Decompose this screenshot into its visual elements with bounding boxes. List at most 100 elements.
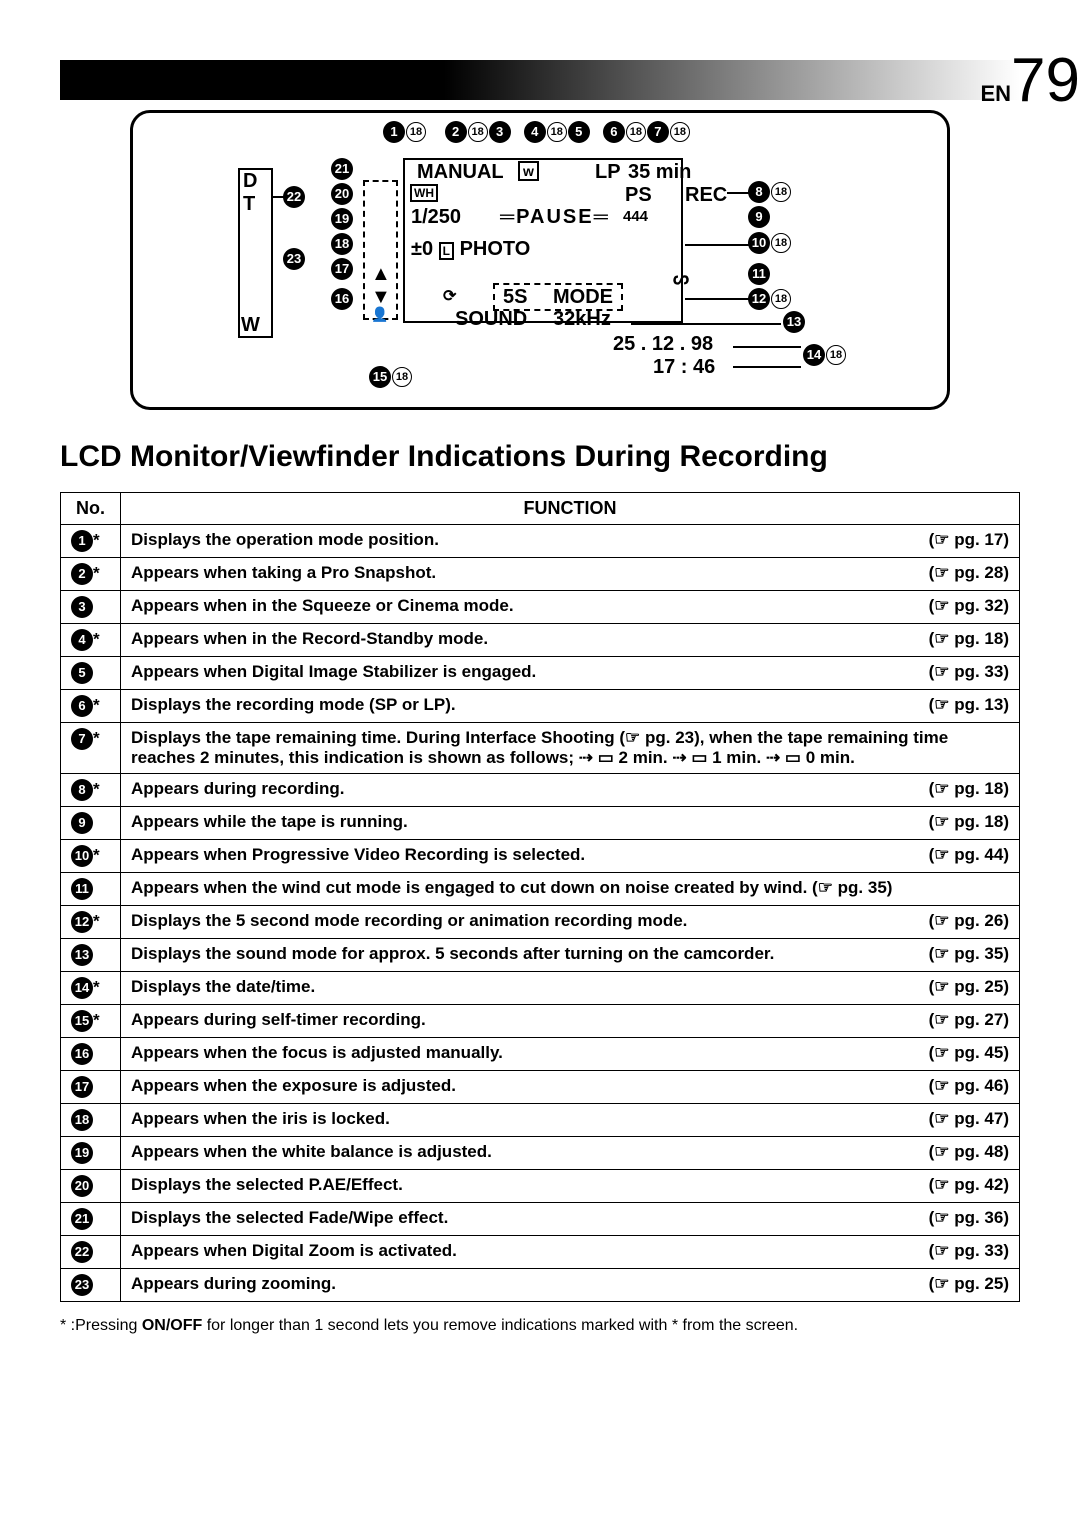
lcd-t-label: T	[243, 193, 255, 216]
row-no: 16	[61, 1038, 121, 1071]
row-no: 4*	[61, 624, 121, 657]
footnote-bold: ON/OFF	[142, 1317, 202, 1334]
row-function: Appears when the focus is adjusted manua…	[121, 1038, 1020, 1071]
row-function: Displays the date/time.(☞ pg. 25)	[121, 972, 1020, 1005]
row-desc: Appears when the iris is locked.	[131, 1109, 390, 1128]
callout-3: 3	[489, 121, 511, 143]
row-function: Appears when the iris is locked. (☞ pg. 4…	[121, 1104, 1020, 1137]
row-desc: Appears when Progressive Video Recording…	[131, 845, 585, 864]
page-ref: (☞ pg. 45)	[929, 1043, 1009, 1063]
row-no: 23	[61, 1269, 121, 1302]
lcd-clock-label: 17 : 46	[653, 356, 715, 379]
row-function: Displays the 5 second mode recording or …	[121, 906, 1020, 939]
page-ref: (☞ pg. 35)	[807, 878, 892, 897]
row-num-icon: 21	[71, 1208, 93, 1230]
lcd-ps-label: PS	[625, 184, 652, 207]
row-function: Appears when Progressive Video Recording…	[121, 840, 1020, 873]
page-number: EN79	[980, 45, 1080, 116]
lcd-lp-label: LP	[595, 161, 621, 184]
section-title: LCD Monitor/Viewfinder Indications Durin…	[60, 440, 1020, 474]
table-row: 5Appears when Digital Image Stabilizer i…	[61, 657, 1020, 690]
row-desc: Displays the date/time.	[131, 977, 315, 996]
th-function: FUNCTION	[121, 493, 1020, 525]
row-function: Appears during zooming.(☞ pg. 25)	[121, 1269, 1020, 1302]
row-function: Appears when the white balance is adjust…	[121, 1137, 1020, 1170]
callout-17: 17	[331, 258, 353, 280]
star-icon: *	[93, 629, 100, 648]
lcd-exp-label: ±0 L PHOTO	[411, 238, 530, 261]
row-desc: Appears while the tape is running.	[131, 812, 408, 831]
lcd-diagram-frame: 118 2183 4185 618718 22 23 818 9 1018 11…	[130, 110, 950, 410]
lcd-444: 444	[623, 208, 648, 225]
row-num-icon: 18	[71, 1109, 93, 1131]
row-desc: Appears when in the Squeeze or Cinema mo…	[131, 596, 514, 615]
row-num-icon: 22	[71, 1241, 93, 1263]
row-desc: Appears when the wind cut mode is engage…	[131, 878, 807, 897]
wind-icon: ᔕ	[673, 268, 689, 289]
page-ref: (☞ pg. 28)	[929, 563, 1009, 583]
row-desc: Displays the sound mode for approx. 5 se…	[131, 944, 774, 963]
row-desc: Appears when taking a Pro Snapshot.	[131, 563, 436, 582]
line	[733, 366, 801, 368]
row-desc: Appears during self-timer recording.	[131, 1010, 426, 1029]
lcd-pause-label: ═PAUSE═	[500, 206, 610, 229]
table-row: 7*Displays the tape remaining time. Duri…	[61, 723, 1020, 774]
row-num-icon: 3	[71, 596, 93, 618]
row-no: 22	[61, 1236, 121, 1269]
row-no: 8*	[61, 774, 121, 807]
table-row: 12*Displays the 5 second mode recording …	[61, 906, 1020, 939]
th-no: No.	[61, 493, 121, 525]
table-row: 19 Appears when the white balance is adju…	[61, 1137, 1020, 1170]
row-desc: Appears when Digital Image Stabilizer is…	[131, 662, 536, 681]
row-num-icon: 14	[71, 977, 93, 999]
callout-23: 23	[283, 248, 305, 270]
row-no: 2*	[61, 558, 121, 591]
row-no: 12*	[61, 906, 121, 939]
table-row: 6*Displays the recording mode (SP or LP)…	[61, 690, 1020, 723]
row-desc: Displays the operation mode position.	[131, 530, 439, 549]
table-row: 2* Appears when taking a Pro Snapshot. (☞ …	[61, 558, 1020, 591]
footnote: * :Pressing ON/OFF for longer than 1 sec…	[60, 1317, 1020, 1335]
function-table-body: 1 * Displays the operation mode position. (…	[61, 525, 1020, 1302]
row-desc: Displays the recording mode (SP or LP).	[131, 695, 456, 714]
callout-12: 1218	[748, 288, 791, 310]
page-ref: (☞ pg. 35)	[929, 944, 1009, 964]
lcd-khz-label: 32kHz	[553, 308, 611, 331]
callout-20: 20	[331, 183, 353, 205]
table-row: 22Appears when Digital Zoom is activated…	[61, 1236, 1020, 1269]
row-function: Appears when in the Record-Standby mode.…	[121, 624, 1020, 657]
callout-19: 19	[331, 208, 353, 230]
lcd-d-label: D	[243, 170, 257, 193]
row-no: 7*	[61, 723, 121, 774]
page-lang: EN	[980, 81, 1011, 106]
table-row: 11Appears when the wind cut mode is enga…	[61, 873, 1020, 906]
row-desc: Appears when in the Record-Standby mode.	[131, 629, 488, 648]
row-num-icon: 8	[71, 779, 93, 801]
table-row: 20Displays the selected P.AE/Effect.(☞ p…	[61, 1170, 1020, 1203]
row-num-icon: 1	[71, 530, 93, 552]
lcd-shutter: 1/250	[411, 206, 461, 229]
row-no: 21	[61, 1203, 121, 1236]
lcd-w-label: W	[241, 314, 260, 337]
row-num-icon: 19	[71, 1142, 93, 1164]
lcd-w-icon: w	[518, 161, 539, 181]
page-ref: (☞ pg. 17)	[929, 530, 1009, 550]
lcd-sound-label: SOUND	[455, 308, 527, 331]
row-function: Displays the tape remaining time. During…	[121, 723, 1020, 774]
row-num-icon: 10	[71, 845, 93, 867]
row-no: 15*	[61, 1005, 121, 1038]
line	[685, 298, 750, 300]
callout-6: 6	[603, 121, 625, 143]
row-function: Displays the operation mode position. (☞ …	[121, 525, 1020, 558]
page-ref: (☞ pg. 46)	[929, 1076, 1009, 1096]
page-ref: (☞ pg. 47)	[929, 1109, 1009, 1129]
callout-7: 7	[647, 121, 669, 143]
ref18-icon: 18	[670, 122, 690, 142]
ref18-icon: 18	[626, 122, 646, 142]
table-row: 10*Appears when Progressive Video Record…	[61, 840, 1020, 873]
table-row: 15*Appears during self-timer recording.(…	[61, 1005, 1020, 1038]
table-row: 13Displays the sound mode for approx. 5 …	[61, 939, 1020, 972]
focus-person-icon: 👤	[371, 306, 388, 323]
row-desc: Appears during recording.	[131, 779, 344, 798]
lcd-5s-label: 5S	[503, 286, 527, 309]
